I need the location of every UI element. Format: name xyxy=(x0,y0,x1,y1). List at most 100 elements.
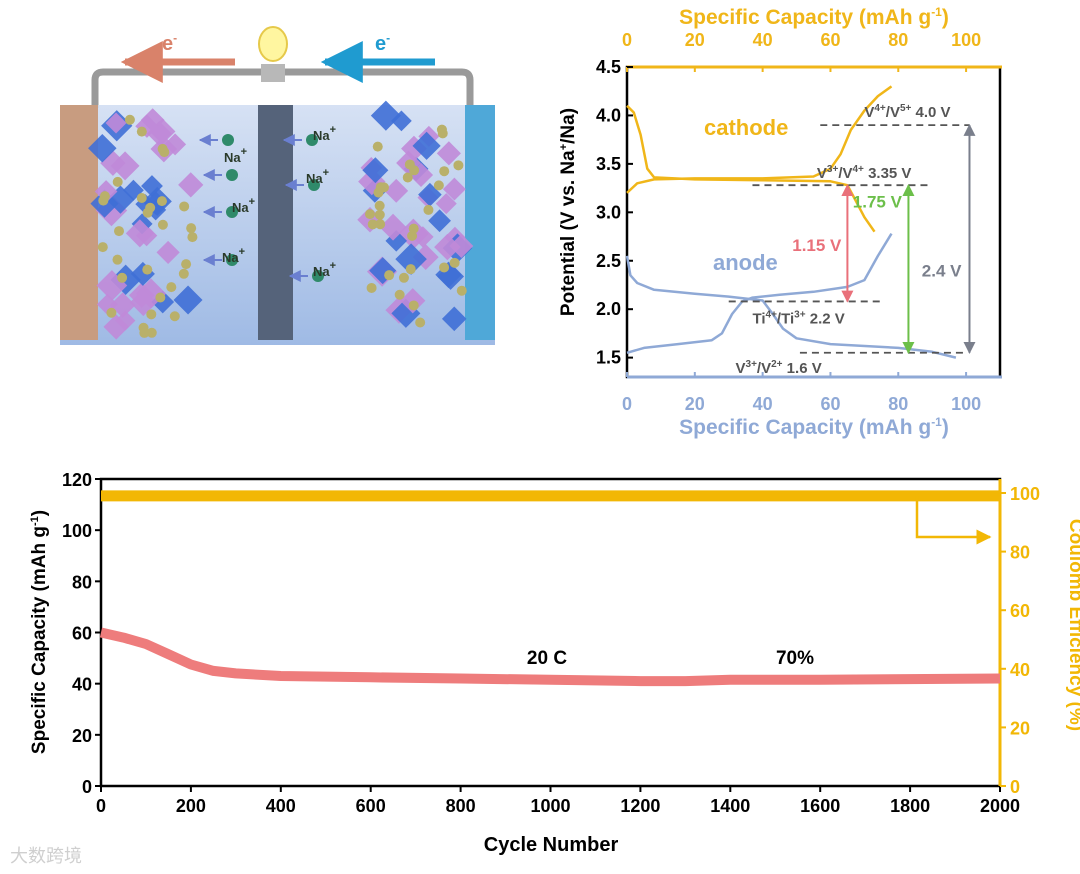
top-x-tick-label: 100 xyxy=(951,30,981,50)
bottom-x-tick-label: 100 xyxy=(951,394,981,414)
sodium-atom xyxy=(439,166,450,177)
bottom-x-axis-title: Specific Capacity (mAh g-1) xyxy=(679,415,949,439)
potential-plot: 0 0 20 20 40 40 60 60 80 80 100 100 1.5 2.0 2.5 3.0 3.5 4… xyxy=(558,5,1002,439)
anode-label: anode xyxy=(713,250,778,275)
sodium-ion xyxy=(226,254,238,266)
sodium-atom xyxy=(181,259,192,270)
sodium-atom xyxy=(98,195,109,206)
sodium-ion xyxy=(222,134,234,146)
polyhedron xyxy=(96,293,118,315)
sodium-ion xyxy=(306,134,318,146)
polyhedron xyxy=(146,121,172,146)
sodium-atom xyxy=(142,264,153,275)
y-tick-label: 3.5 xyxy=(596,154,621,174)
sodium-ion xyxy=(312,270,324,282)
na-ion-label: Na+ xyxy=(313,124,336,143)
polyhedron xyxy=(103,314,129,340)
y-tick-label: 2.0 xyxy=(596,299,621,319)
sodium-atom xyxy=(374,200,385,211)
polyhedron xyxy=(109,292,136,318)
sodium-atom xyxy=(449,257,460,268)
bottom-x-tick-label: 40 xyxy=(753,394,773,414)
sodium-atom xyxy=(439,262,450,273)
polyhedron xyxy=(391,110,412,132)
y2-tick-label: 80 xyxy=(1010,543,1030,563)
na-ion-label: Na+ xyxy=(306,167,329,186)
x-tick-label: 1400 xyxy=(710,796,750,816)
svg-text:e-: e- xyxy=(375,31,390,55)
top-x-tick-label: 60 xyxy=(820,30,840,50)
ce-axis-arrow xyxy=(915,496,992,545)
sodium-atom xyxy=(106,307,117,318)
sodium-atom xyxy=(136,192,147,203)
polyhedron xyxy=(434,233,461,261)
sodium-ion xyxy=(308,179,320,191)
polyhedron xyxy=(141,175,163,197)
sodium-atom xyxy=(437,128,448,139)
x-tick-label: 400 xyxy=(266,796,296,816)
sodium-atom xyxy=(114,226,125,237)
sodium-atom xyxy=(139,327,150,338)
sodium-atom xyxy=(155,292,166,303)
y-tick-label: 4.0 xyxy=(596,105,621,125)
y-tick-label: 3.0 xyxy=(596,202,621,222)
svg-text:e-: e- xyxy=(162,31,177,55)
sodium-atom xyxy=(398,272,409,283)
left-current-collector xyxy=(60,105,98,340)
y2-tick-label: 100 xyxy=(1010,484,1040,504)
cathode-crystal xyxy=(357,100,474,332)
polyhedron xyxy=(135,278,167,309)
specific-capacity-series xyxy=(99,627,1001,687)
sodium-atom xyxy=(404,159,415,170)
anode-crystal xyxy=(88,108,204,340)
sodium-atom xyxy=(112,254,123,265)
sodium-atom xyxy=(169,311,180,322)
sodium-atom xyxy=(453,160,464,171)
bulb-socket xyxy=(261,64,285,82)
voltage-label: 1.75 V xyxy=(853,192,903,211)
x-tick-label: 2000 xyxy=(980,796,1020,816)
watermark: 大数跨境 xyxy=(10,846,82,866)
polyhedron xyxy=(441,306,467,332)
bottom-x-tick-label: 0 xyxy=(622,394,632,414)
sodium-atom xyxy=(367,219,378,230)
y-tick-label: 120 xyxy=(62,470,92,490)
polyhedron xyxy=(110,151,140,181)
cathode-label: cathode xyxy=(704,115,788,140)
sodium-atom xyxy=(415,317,426,328)
polyhedron xyxy=(370,100,401,131)
sodium-atom xyxy=(186,223,197,234)
sodium-atom xyxy=(375,182,386,193)
top-x-tick-label: 80 xyxy=(888,30,908,50)
sodium-atom xyxy=(407,230,418,241)
polyhedron xyxy=(125,219,154,248)
y2-axis-title: Coulomb Efficiency (%) xyxy=(1065,519,1080,731)
sodium-atom xyxy=(408,300,419,311)
sodium-atom xyxy=(423,204,434,215)
polyhedron xyxy=(156,240,180,265)
voltage-label: 1.15 V xyxy=(792,236,842,255)
sodium-atom xyxy=(394,289,405,300)
x-tick-label: 200 xyxy=(176,796,206,816)
sodium-ion xyxy=(226,169,238,181)
na-ion-label: Na+ xyxy=(222,246,245,265)
polyhedron xyxy=(115,310,136,331)
retention-label: 70% xyxy=(776,648,814,669)
polyhedron xyxy=(435,193,457,215)
polyhedron xyxy=(135,194,156,215)
polyhedron xyxy=(362,157,389,184)
sodium-atom xyxy=(179,201,190,212)
bottom-x-tick-label: 80 xyxy=(888,394,908,414)
sodium-atom xyxy=(187,232,198,243)
x-tick-label: 1200 xyxy=(620,796,660,816)
sodium-atom xyxy=(372,141,383,152)
sodium-atom xyxy=(156,196,167,207)
cathode-curve xyxy=(626,85,893,194)
y-tick-label: 60 xyxy=(72,624,92,644)
y2-tick-label: 0 xyxy=(1010,777,1020,797)
y2-tick-label: 40 xyxy=(1010,660,1030,680)
redox-couple-label: Ti4+/Ti3+ 2.2 V xyxy=(752,309,844,327)
polyhedron xyxy=(173,285,203,315)
sodium-atom xyxy=(365,209,376,220)
y-tick-label: 100 xyxy=(62,521,92,541)
